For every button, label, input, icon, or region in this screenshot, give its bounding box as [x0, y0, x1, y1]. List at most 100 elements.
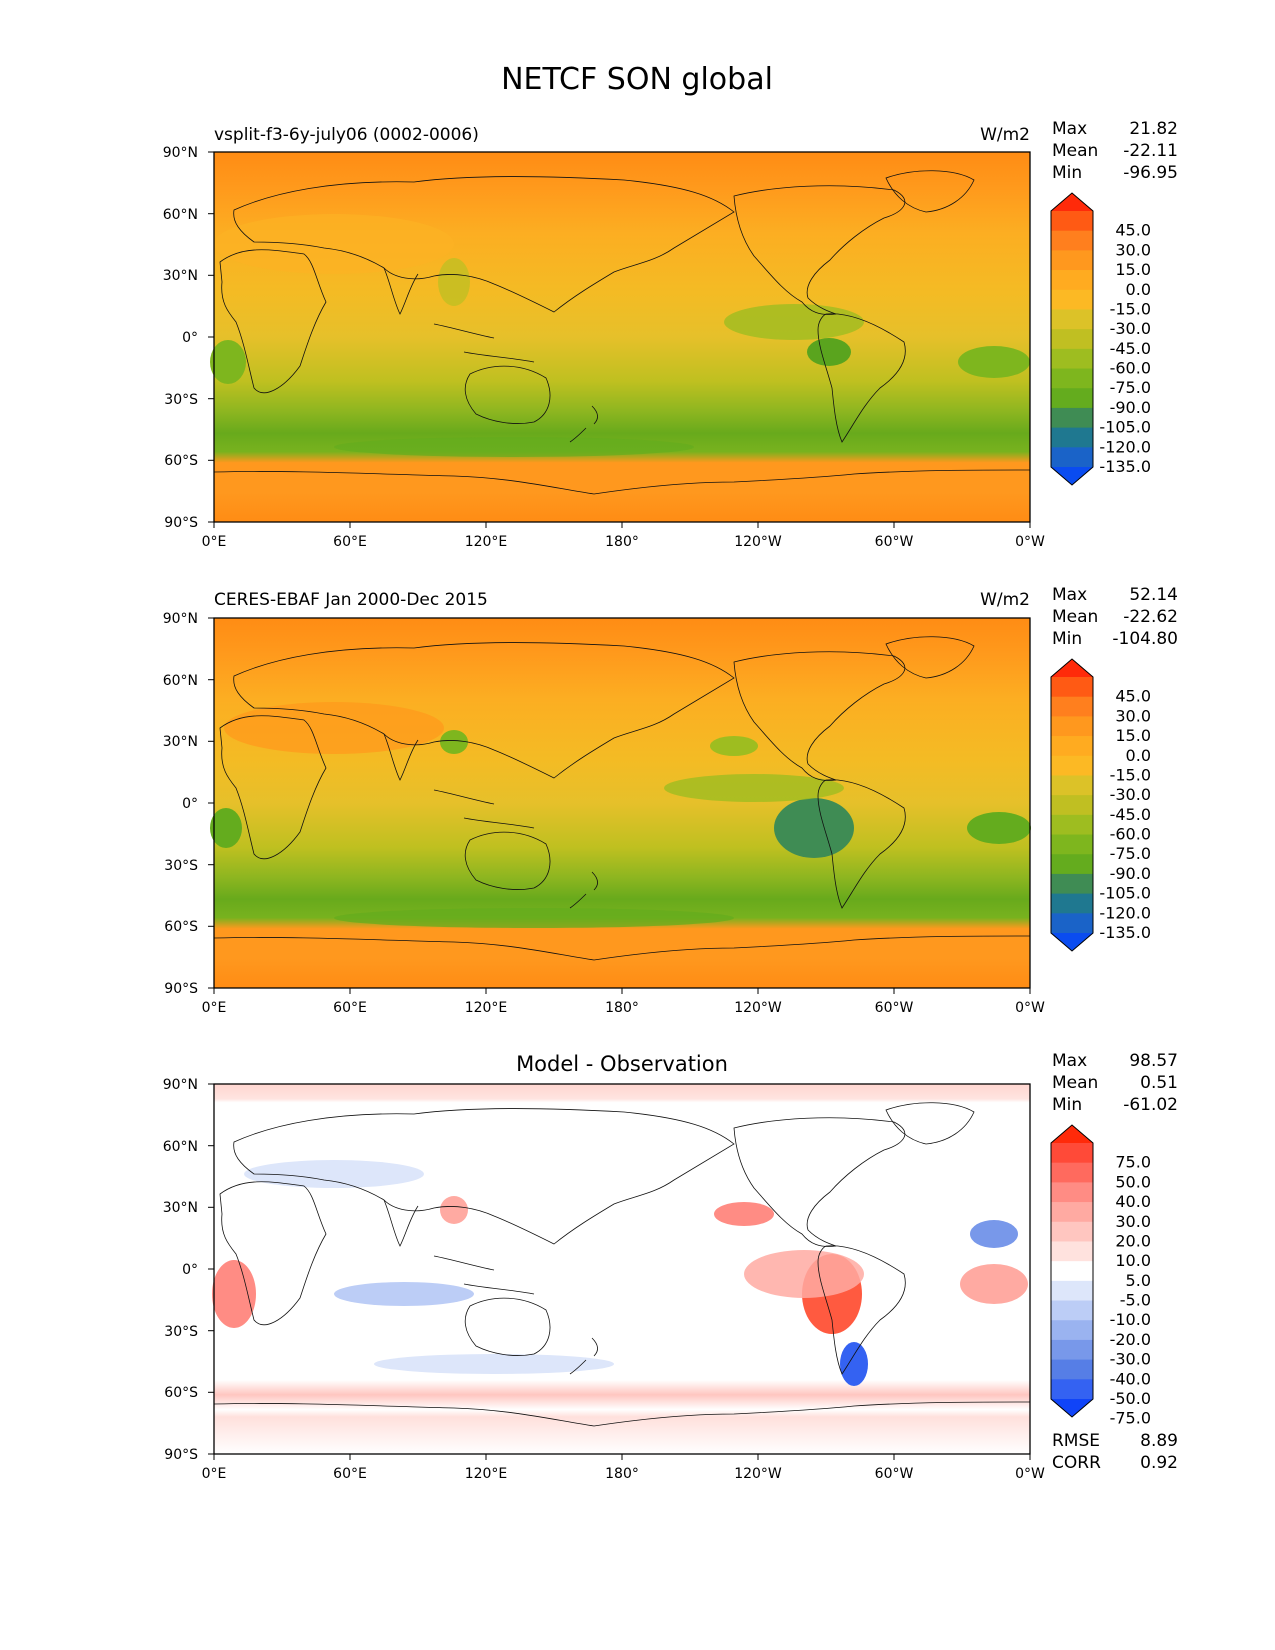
colorbar-segment	[1051, 716, 1093, 737]
colorbar-label: 30.0	[1115, 1212, 1151, 1231]
stat-value: -104.80	[1112, 629, 1178, 649]
x-tick-label: 60°W	[875, 1000, 914, 1016]
colorbar-segment	[1051, 1379, 1093, 1400]
colorbar-segment	[1051, 1280, 1093, 1302]
colorbar-segment	[1051, 368, 1093, 389]
stat-label: Max	[1052, 585, 1087, 605]
x-tick-label: 120°W	[734, 1000, 782, 1016]
colorbar-segment	[1051, 309, 1093, 330]
y-axis: 90°N 60°N 30°N 0° 30°S 60°S 90°S	[163, 611, 214, 997]
colorbar-segment	[1051, 447, 1093, 468]
colorbar-segment	[1051, 795, 1093, 816]
colorbar-outline	[1050, 192, 1094, 486]
colorbar-label: -135.0	[1099, 923, 1151, 942]
y-tick-label: 0°	[182, 1262, 198, 1278]
x-tick-label: 120°W	[734, 534, 782, 550]
colorbar-segment	[1051, 1339, 1093, 1361]
map-area	[210, 617, 1031, 989]
stat-value: 52.14	[1129, 585, 1178, 605]
stat-value: -61.02	[1123, 1095, 1178, 1115]
colorbar-segment	[1051, 1143, 1093, 1164]
colorbar-label: 0.0	[1126, 746, 1151, 765]
field-blob	[334, 908, 734, 928]
map-background	[214, 1084, 1030, 1454]
colorbar-label: 45.0	[1115, 221, 1151, 240]
stat-label: Max	[1052, 1051, 1087, 1071]
field-blob	[958, 346, 1030, 378]
panel-model: vsplit-f3-6y-july06 (0002-0006) W/m2 90°…	[163, 119, 1178, 550]
x-tick-label: 0°W	[1015, 534, 1045, 550]
x-axis: 0°E 60°E 120°E 180° 120°W 60°W 0°W	[202, 1454, 1045, 1482]
colorbar-segment	[1051, 289, 1093, 310]
field-blob	[960, 1264, 1028, 1304]
field-blob	[210, 340, 246, 384]
field-blob	[440, 730, 468, 754]
stat-label: Mean	[1052, 1073, 1098, 1093]
field-blob	[724, 304, 864, 340]
stats-box: Max 52.14 Mean -22.62 Min -104.80	[1052, 585, 1178, 649]
colorbar-segment	[1051, 1162, 1093, 1183]
x-tick-label: 60°W	[875, 534, 914, 550]
colorbar-segment	[1051, 696, 1093, 717]
field-blob	[774, 798, 854, 858]
y-axis: 90°N 60°N 30°N 0° 30°S 60°S 90°S	[163, 1077, 214, 1463]
colorbar-label: -50.0	[1110, 1389, 1151, 1408]
colorbar-segment	[1051, 854, 1093, 875]
y-tick-label: 30°N	[163, 1200, 198, 1216]
y-tick-label: 30°N	[163, 734, 198, 750]
colorbar-label: 0.0	[1126, 280, 1151, 299]
colorbar-segment	[1051, 1221, 1093, 1242]
stat-label: Min	[1052, 163, 1082, 183]
stat-label: Min	[1052, 1095, 1082, 1115]
colorbar-label: -135.0	[1099, 457, 1151, 476]
x-tick-label: 0°E	[202, 1000, 227, 1016]
colorbar-extend-bottom	[1051, 467, 1093, 485]
colorbar-label: -5.0	[1120, 1291, 1151, 1310]
colorbar-label: -90.0	[1110, 398, 1151, 417]
colorbar-label: -75.0	[1110, 1409, 1151, 1428]
colorbar-segment	[1051, 1202, 1093, 1223]
colorbar-segment	[1051, 270, 1093, 291]
colorbar-segment	[1051, 250, 1093, 271]
y-tick-label: 30°S	[164, 1324, 198, 1340]
colorbar-segment	[1051, 736, 1093, 757]
panel-center-title: Model - Observation	[516, 1052, 728, 1076]
field-blob	[438, 258, 470, 306]
field-blob	[970, 1220, 1018, 1248]
y-tick-label: 30°N	[163, 268, 198, 284]
field-blob	[840, 1342, 868, 1386]
colorbar-label: 40.0	[1115, 1192, 1151, 1211]
stat-value: 21.82	[1129, 119, 1178, 139]
y-tick-label: 60°S	[164, 919, 198, 935]
field-blob	[710, 736, 758, 756]
colorbar-label: -75.0	[1110, 378, 1151, 397]
colorbar-segment	[1051, 1241, 1093, 1262]
colorbar-label: -30.0	[1110, 1350, 1151, 1369]
colorbar-label: -60.0	[1110, 825, 1151, 844]
colorbar-segment	[1051, 775, 1093, 796]
y-tick-label: 90°N	[163, 1077, 198, 1093]
x-tick-label: 0°E	[202, 534, 227, 550]
panel-left-title: vsplit-f3-6y-july06 (0002-0006)	[214, 125, 479, 145]
x-tick-label: 60°E	[333, 1000, 367, 1016]
colorbar-label: -10.0	[1110, 1310, 1151, 1329]
x-tick-label: 120°E	[465, 1000, 508, 1016]
field-blob	[664, 774, 844, 802]
stat-label: Mean	[1052, 141, 1098, 161]
x-axis: 0°E 60°E 120°E 180° 120°W 60°W 0°W	[202, 522, 1045, 550]
y-tick-label: 60°S	[164, 453, 198, 469]
map-area	[210, 151, 1031, 523]
x-tick-label: 0°W	[1015, 1000, 1045, 1016]
field-blob	[714, 1202, 774, 1226]
colorbar-label: -45.0	[1110, 805, 1151, 824]
colorbar-extend-top	[1051, 659, 1093, 677]
colorbar-label: 75.0	[1115, 1153, 1151, 1172]
colorbar-label: -120.0	[1099, 437, 1151, 456]
colorbar-segment	[1051, 230, 1093, 251]
field-blob	[214, 214, 454, 274]
panel-left-title: CERES-EBAF Jan 2000-Dec 2015	[214, 590, 488, 610]
colorbar-segment	[1051, 1261, 1093, 1282]
colorbar-label: 30.0	[1115, 706, 1151, 725]
x-tick-label: 120°E	[465, 534, 508, 550]
